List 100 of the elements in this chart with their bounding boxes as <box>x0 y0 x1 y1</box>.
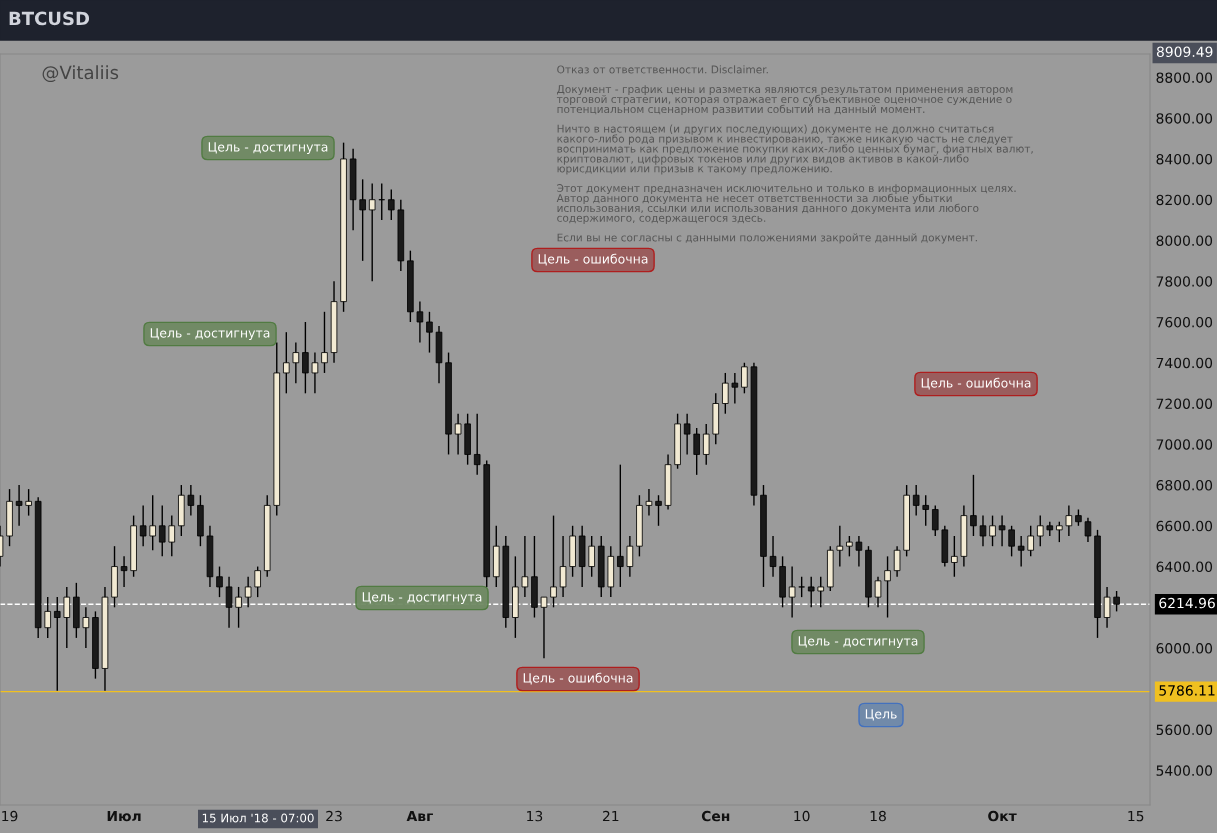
candlestick <box>44 596 51 639</box>
candlestick <box>416 300 424 344</box>
y-tick-label: 8200.00 <box>1156 194 1213 206</box>
candlestick <box>788 565 796 619</box>
candlestick <box>302 321 309 395</box>
candlestick <box>254 565 261 598</box>
candlestick <box>216 565 223 598</box>
annotation: @Vitaliis <box>42 65 119 83</box>
candlestick <box>722 372 729 415</box>
y-tick-label: 5400.00 <box>1156 765 1213 776</box>
candlestick <box>617 463 624 588</box>
candlestick <box>626 535 634 578</box>
candlestick <box>702 423 710 466</box>
candlestick <box>388 188 395 221</box>
y-tick-label: 8600.00 <box>1156 113 1213 124</box>
candlestick <box>970 474 977 537</box>
candlestick <box>139 504 147 547</box>
x-tick-label: 21 <box>602 810 619 822</box>
candlestick <box>741 362 748 395</box>
ref-line-label: 6214.96 <box>1159 597 1215 609</box>
candlestick <box>855 535 863 568</box>
ref-line-label: 5786.11 <box>1159 685 1215 696</box>
candlestick <box>82 606 90 649</box>
annotation: Цель - ошибочна <box>538 253 648 266</box>
y-tick-label: 6800.00 <box>1156 480 1213 491</box>
annotation: Цель - достигнута <box>362 592 482 605</box>
annotation: Цель - ошибочна <box>523 672 633 685</box>
candlestick <box>292 341 300 384</box>
candlestick <box>1056 521 1063 543</box>
candlestick <box>922 494 930 527</box>
candlestick <box>998 514 1006 547</box>
x-tick-label: 10 <box>794 810 810 822</box>
x-tick-label: 15 <box>1128 810 1144 822</box>
candlestick <box>693 427 700 476</box>
y-tick-label: 7200.00 <box>1156 398 1213 409</box>
y-tick-label: 6000.00 <box>1156 643 1213 654</box>
candlestick <box>884 555 891 619</box>
text: 8909.49 <box>1156 46 1213 58</box>
x-tick-label: Июл <box>107 810 141 822</box>
y-tick-label: 7400.00 <box>1156 357 1213 369</box>
y-tick-label: 6400.00 <box>1156 561 1213 573</box>
candlestick <box>846 535 853 558</box>
candlestick <box>1017 535 1025 568</box>
candlestick <box>1103 586 1111 629</box>
x-tick-label: 18 <box>870 810 886 822</box>
candlestick <box>283 331 290 395</box>
candlestick <box>951 535 958 578</box>
candlestick <box>979 514 987 547</box>
candlestick <box>1036 514 1044 547</box>
annotation: Цель - достигнута <box>798 636 918 649</box>
candlestick <box>931 504 939 537</box>
candlestick <box>874 576 882 609</box>
candlestick <box>1065 504 1073 537</box>
candlestick <box>359 178 366 262</box>
candlestick <box>1084 516 1092 543</box>
candlestick <box>149 494 156 551</box>
candlestick <box>1008 525 1015 558</box>
candlestick <box>807 576 815 609</box>
chart-title: BTCUSD <box>9 11 90 26</box>
candlestick <box>63 586 71 649</box>
candlestick <box>321 311 328 374</box>
candlestick <box>817 576 825 609</box>
annotation: Цель - достигнута <box>208 142 328 155</box>
x-tick-label: 13 <box>527 810 543 822</box>
candlestick <box>893 545 901 578</box>
y-tick-label: 7000.00 <box>1156 439 1213 450</box>
candlestick <box>1113 590 1120 613</box>
candlestick <box>521 535 529 598</box>
candlestick <box>473 413 481 476</box>
y-tick-label: 8400.00 <box>1156 153 1213 165</box>
candlestick <box>559 535 567 598</box>
y-tick-label: 7600.00 <box>1156 316 1213 328</box>
candlestick <box>550 514 557 609</box>
text: Отказ от ответственности. Disclaimer. Документ - график цены и разметка являются результатом применения автором торговой стратегии, которая отражает его субъективное оценочное суждение о потенциальном сценарном развитии событий на данный момент. Ничто в настоящем (и других последующих) документе не должно считаться какого-либо рода призывом к инвестированию, также никакую часть не следует воспринимать как предложение покупки каких-либо ценных бумаг, фиатных валют, криптовалют, цифровых токенов или других видов активов в какой-либо юрисдикции или призыв к такому предложению. Этот документ предназначен исключительно и только в информационных целях. Автор данного документа не несет ответственности за любые убытки использования, ссылки или использования данного документа или любого содержимого, содержащегося здесь. Если вы не согласны с данными положениями закройте данный документ. <box>556 65 1033 244</box>
candlestick <box>120 555 128 588</box>
candlestick <box>53 596 61 692</box>
candlestick <box>25 488 32 517</box>
candlestick <box>588 535 595 578</box>
candlestick <box>158 504 166 558</box>
annotation: Цель - ошибочна <box>921 377 1031 390</box>
candlestick <box>655 494 662 527</box>
candlestick <box>798 576 805 598</box>
candlestick <box>540 596 548 659</box>
candlestick <box>244 576 252 609</box>
annotation: Цель <box>865 709 897 721</box>
candlestick <box>368 182 376 282</box>
x-tick-label: 23 <box>326 810 342 822</box>
candlestick <box>1027 525 1034 558</box>
x-tick-label: Авг <box>406 810 433 822</box>
y-tick-label: 8800.00 <box>1156 72 1213 83</box>
candlestick <box>235 586 242 629</box>
candlestick <box>187 484 195 517</box>
candlestick <box>912 484 920 517</box>
candlestick <box>168 514 176 558</box>
candlestick <box>311 351 319 395</box>
x-tick-label: 19 <box>2 810 18 822</box>
annotation: Цель - достигнута <box>150 328 270 341</box>
candlestick <box>426 311 433 354</box>
y-tick-label: 5600.00 <box>1156 724 1213 736</box>
candlestick <box>683 413 691 456</box>
